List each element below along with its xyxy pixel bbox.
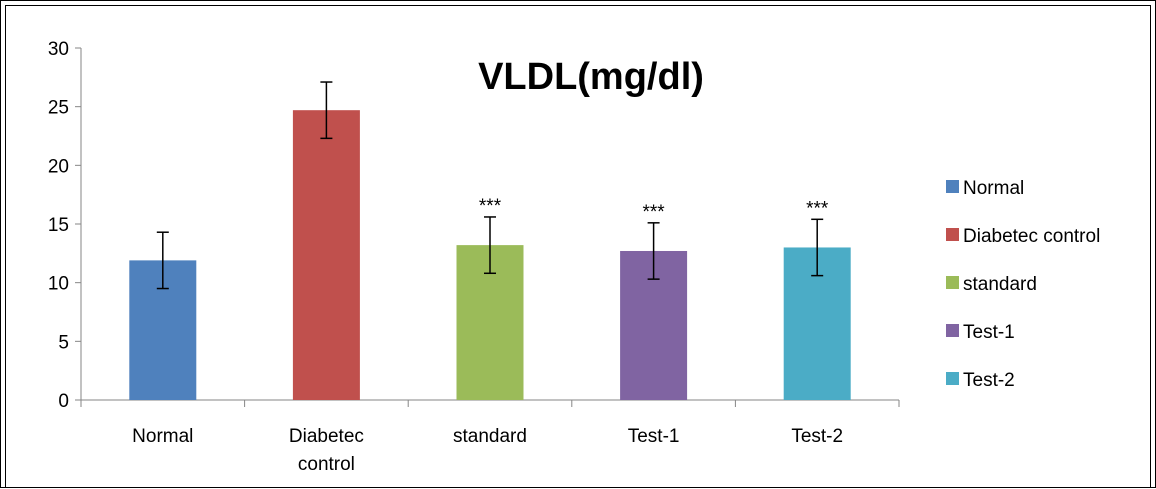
x-category-label: Test-2 — [791, 426, 843, 447]
y-tick-label: 10 — [48, 274, 69, 295]
y-tick-label: 25 — [48, 98, 69, 119]
y-tick-label: 20 — [48, 156, 69, 177]
x-category-label: control — [298, 454, 355, 475]
x-category-label: Diabetec — [289, 426, 364, 447]
legend-swatch — [946, 228, 959, 241]
x-category-label: Test-1 — [628, 426, 680, 447]
y-tick-label: 5 — [58, 332, 69, 353]
legend-label: Normal — [963, 178, 1024, 199]
legend-label: Test-2 — [963, 370, 1015, 391]
legend-swatch — [946, 324, 959, 337]
legend-label: Test-1 — [963, 322, 1015, 343]
bar — [292, 110, 360, 400]
y-tick-label: 0 — [58, 391, 69, 412]
legend-swatch — [946, 180, 959, 193]
legend-swatch — [946, 276, 959, 289]
legend-swatch — [946, 372, 959, 385]
x-category-label: standard — [453, 426, 527, 447]
x-category-label: Normal — [132, 426, 193, 447]
significance-label: *** — [806, 198, 829, 219]
significance-label: *** — [479, 196, 502, 217]
legend-label: Diabetec control — [963, 226, 1100, 247]
significance-label: *** — [643, 202, 666, 223]
y-tick-label: 15 — [48, 215, 69, 236]
chart-title: VLDL(mg/dl) — [478, 56, 704, 98]
y-tick-label: 30 — [48, 39, 69, 60]
legend-label: standard — [963, 274, 1037, 295]
